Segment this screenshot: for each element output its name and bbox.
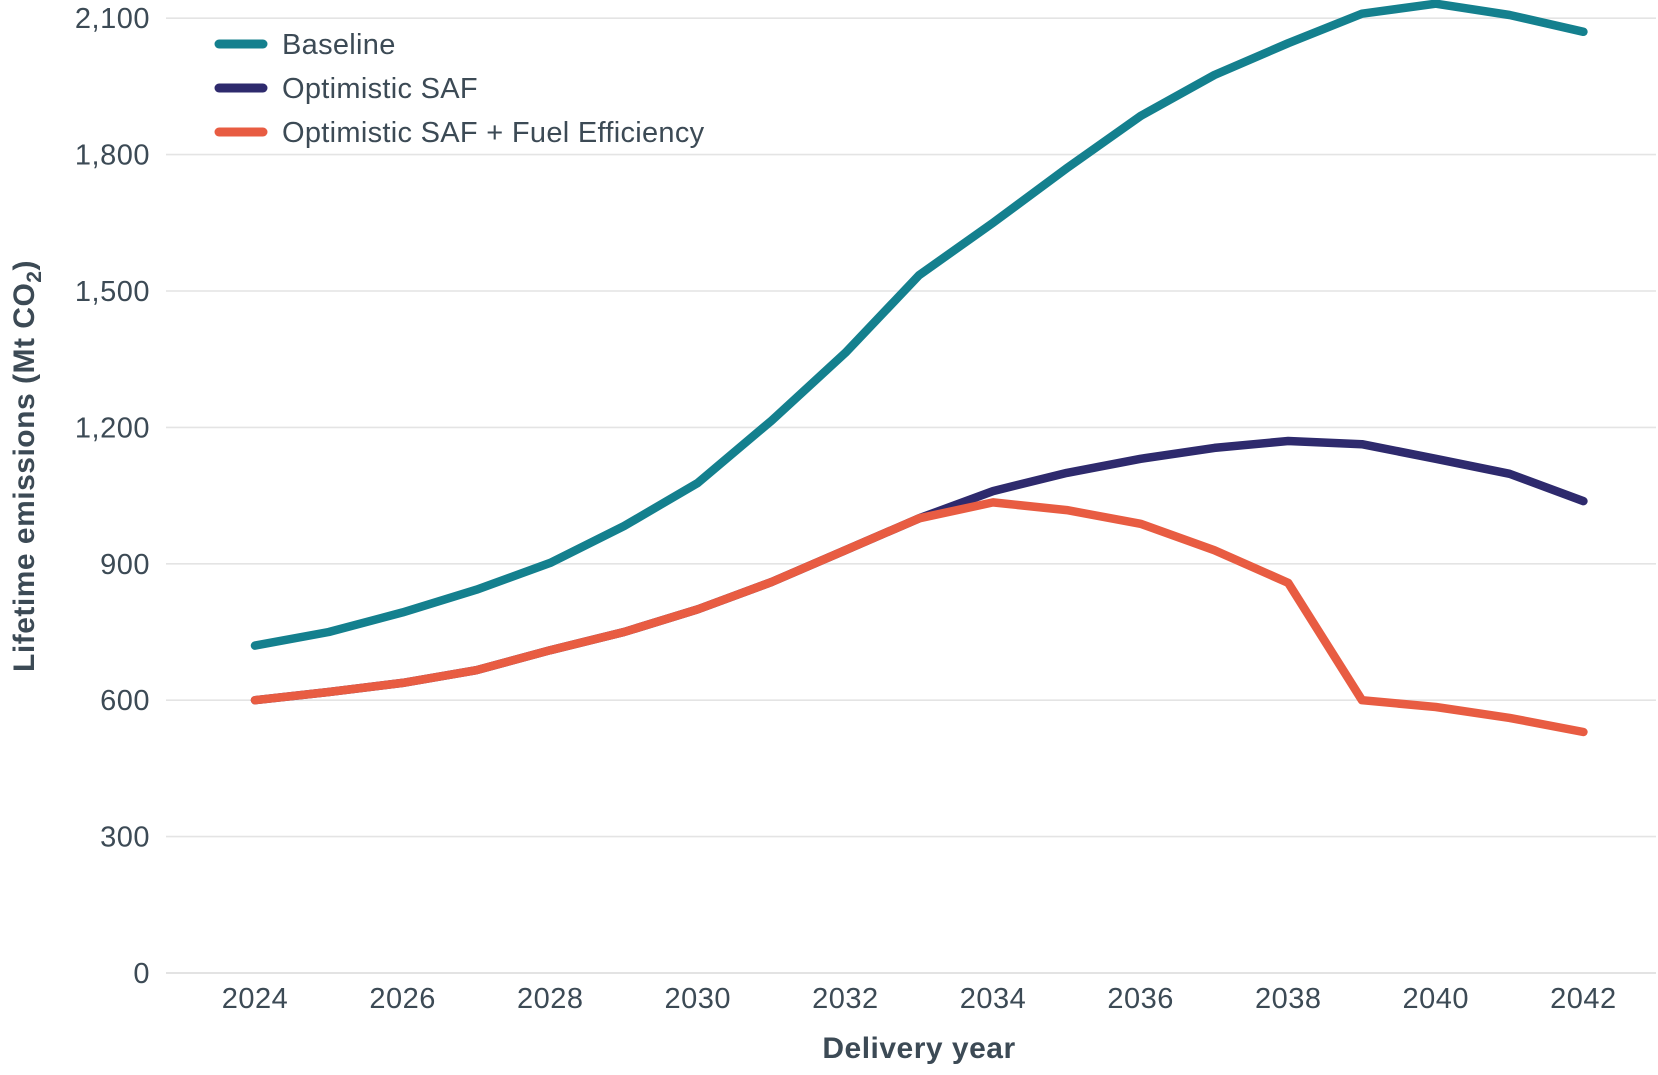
x-tick-label-2038: 2038 (1255, 983, 1322, 1015)
grid-layer (166, 17, 1656, 974)
x-axis-title: Delivery year (822, 1032, 1015, 1065)
legend-item-optimistic-saf[interactable]: Optimistic SAF (214, 73, 478, 105)
x-tick-label-2030: 2030 (665, 983, 732, 1015)
x-tick-label-2028: 2028 (517, 983, 584, 1015)
legend: Baseline Optimistic SAF Optimistic SAF + F… (214, 29, 705, 149)
series-line-optimistic-saf (250, 436, 1588, 705)
y-axis-tick-labels: 0 300 600 900 1,200 1,500 1,800 2,100 (75, 3, 150, 990)
x-axis-tick-labels: 2024 2026 2028 2030 2032 2034 2036 2038 2040 2042 (222, 983, 1617, 1015)
x-tick-label-2042: 2042 (1550, 983, 1617, 1015)
x-tick-label-2024: 2024 (222, 983, 289, 1015)
x-tick-label-2034: 2034 (960, 983, 1027, 1015)
y-tick-label-1500: 1,500 (75, 276, 150, 308)
series-line-optimistic-saf-fuel-efficiency (250, 498, 1588, 737)
x-tick-label-2036: 2036 (1107, 983, 1174, 1015)
y-tick-label-600: 600 (100, 685, 150, 717)
legend-label-optimistic-saf: Optimistic SAF (282, 73, 478, 105)
y-axis-title: Lifetime emissions (Mt CO2) (8, 260, 46, 672)
legend-label-baseline: Baseline (282, 29, 396, 61)
legend-item-baseline[interactable]: Baseline (214, 29, 396, 61)
series-line-baseline (250, 0, 1588, 650)
x-tick-label-2026: 2026 (369, 983, 436, 1015)
legend-label-optimistic-saf-fuel-efficiency: Optimistic SAF + Fuel Efficiency (282, 117, 705, 149)
y-tick-label-900: 900 (100, 549, 150, 581)
y-tick-label-1200: 1,200 (75, 412, 150, 444)
x-tick-label-2040: 2040 (1403, 983, 1470, 1015)
y-tick-label-2100: 2,100 (75, 3, 150, 35)
series-layer (250, 0, 1588, 737)
x-tick-label-2032: 2032 (812, 983, 879, 1015)
y-tick-label-300: 300 (100, 822, 150, 854)
y-tick-label-1800: 1,800 (75, 140, 150, 172)
legend-item-optimistic-saf-fuel-efficiency[interactable]: Optimistic SAF + Fuel Efficiency (214, 117, 705, 149)
y-tick-label-0: 0 (133, 958, 150, 990)
